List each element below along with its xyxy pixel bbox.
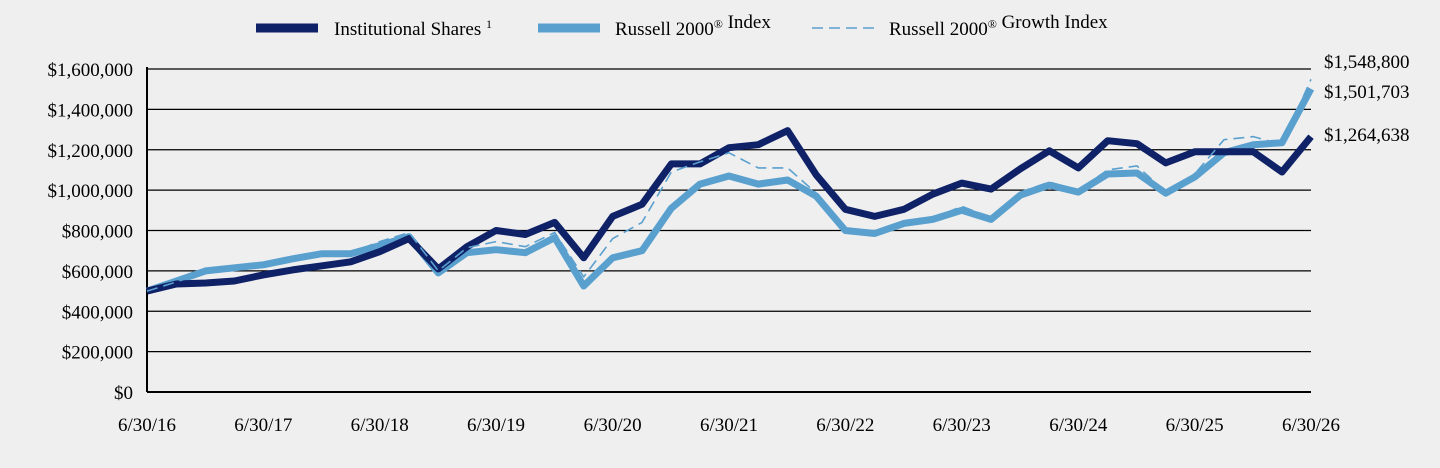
x-tick-label: 6/30/24 [1049, 415, 1108, 436]
y-tick-label: $600,000 [62, 262, 133, 283]
series-lines [145, 78, 1315, 295]
legend: Institutional Shares 1 Russell 2000® Inde… [256, 12, 1108, 40]
x-tick-label: 6/30/17 [234, 415, 292, 436]
legend-label: Russell 2000® Growth Index [889, 12, 1108, 40]
x-tick-label: 6/30/16 [118, 415, 176, 436]
end-labels: $1,264,638 $1,501,703 $1,548,800 [1324, 52, 1410, 146]
legend-label: Russell 2000® Index [615, 12, 771, 40]
x-tick-label: 6/30/23 [933, 415, 991, 436]
y-tick-label: $1,400,000 [48, 100, 134, 121]
x-tick-label: 6/30/22 [816, 415, 874, 436]
y-tick-label: $1,600,000 [48, 60, 134, 81]
end-value-label: $1,548,800 [1324, 52, 1410, 73]
x-tick-label: 6/30/18 [351, 415, 409, 436]
y-tick-label: $800,000 [62, 222, 133, 243]
legend-label: Institutional Shares 1 [334, 17, 492, 40]
x-tick-label: 6/30/19 [467, 415, 525, 436]
grid-lines [147, 68, 1311, 353]
series-line-2 [146, 78, 1312, 292]
end-value-label: $1,264,638 [1324, 125, 1410, 146]
y-tick-label: $1,000,000 [48, 181, 134, 202]
series-line-1 [145, 87, 1315, 295]
x-tick-label: 6/30/21 [700, 415, 758, 436]
axes: $0 $200,000 $400,000 $600,000 $800,000 $1,000… [48, 60, 1341, 436]
y-tick-label: $1,200,000 [48, 141, 134, 162]
y-tick-label: $0 [114, 383, 133, 404]
series-line-0 [146, 127, 1314, 295]
x-tick-label: 6/30/25 [1166, 415, 1224, 436]
y-tick-label: $400,000 [62, 302, 133, 323]
end-value-label: $1,501,703 [1324, 82, 1410, 103]
y-tick-label: $200,000 [62, 343, 133, 364]
x-tick-label: 6/30/20 [584, 415, 642, 436]
x-tick-label: 6/30/26 [1282, 415, 1340, 436]
